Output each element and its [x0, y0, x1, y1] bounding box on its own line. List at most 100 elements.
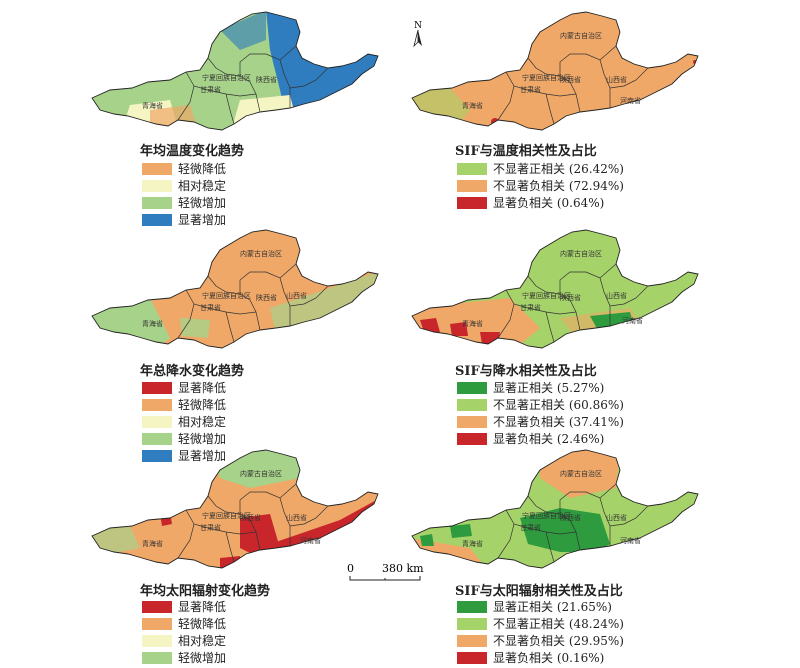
label-qinghai: 青海省 [462, 101, 483, 110]
legend-swatch [142, 398, 172, 411]
legend-item: 显著负相关 (0.16%) [457, 649, 624, 666]
legend: 显著正相关 (21.65%) 不显著正相关 (48.24%) 不显著负相关 (2… [457, 598, 624, 666]
legend-swatch [457, 398, 487, 411]
label-shanxi: 山西省 [286, 291, 307, 300]
label-shanxi: 山西省 [606, 513, 627, 522]
legend-item: 不显著负相关 (29.95%) [457, 632, 624, 649]
legend-swatch [457, 600, 487, 613]
legend: 轻微降低 相对稳定 轻微增加 显著增加 [142, 160, 226, 228]
legend-item: 轻微降低 [142, 160, 226, 177]
legend-swatch [457, 196, 487, 209]
legend-item: 显著正相关 (5.27%) [457, 379, 624, 396]
legend-item: 显著增加 [142, 211, 226, 228]
legend-item: 轻微增加 [142, 430, 226, 447]
legend-item: 轻微降低 [142, 396, 226, 413]
legend-swatch [142, 162, 172, 175]
panel-title: 年均太阳辐射变化趋势 [140, 584, 271, 599]
label-inner-mongolia: 内蒙古自治区 [240, 469, 282, 478]
legend-swatch [457, 162, 487, 175]
label-gansu: 甘肃省 [520, 85, 541, 94]
legend: 显著正相关 (5.27%) 不显著正相关 (60.86%) 不显著负相关 (37… [457, 379, 624, 447]
legend-swatch [142, 634, 172, 647]
label-ningxia: 宁夏回族自治区 [522, 511, 571, 520]
label-gansu: 甘肃省 [520, 303, 541, 312]
temperature-trend-map: 宁夏回族自治区 陕西省 甘肃省 青海省 [91, 11, 379, 131]
label-qinghai: 青海省 [142, 101, 163, 110]
svg-text:N: N [414, 21, 422, 31]
panel-title: SIF与降水相关性及占比 [455, 364, 597, 379]
label-shaanxi: 陕西省 [256, 75, 277, 84]
legend-swatch [457, 381, 487, 394]
label-inner-mongolia: 内蒙古自治区 [240, 249, 282, 258]
legend-item: 显著正相关 (21.65%) [457, 598, 624, 615]
legend-item: 显著降低 [142, 379, 226, 396]
legend-swatch [142, 600, 172, 613]
legend-item: 不显著负相关 (37.41%) [457, 413, 624, 430]
legend-swatch [142, 432, 172, 445]
scale-zero: 0 [347, 562, 354, 575]
label-henan: 河南省 [300, 536, 321, 545]
legend-swatch [142, 617, 172, 630]
label-qinghai: 青海省 [462, 539, 483, 548]
legend-swatch [457, 179, 487, 192]
legend-swatch [142, 415, 172, 428]
legend-swatch [142, 651, 172, 664]
label-inner-mongolia: 内蒙古自治区 [560, 31, 602, 40]
sif-precipitation-map: 内蒙古自治区 宁夏回族自治区 陕西省 山西省 甘肃省 青海省 河南省 [411, 229, 699, 349]
radiation-trend-map: 内蒙古自治区 宁夏回族自治区 陕西省 山西省 甘肃省 青海省 河南省 [91, 449, 379, 569]
scale-distance: 380 km [382, 562, 424, 575]
label-ningxia: 宁夏回族自治区 [522, 73, 571, 82]
label-qinghai: 青海省 [142, 539, 163, 548]
label-inner-mongolia: 内蒙古自治区 [560, 469, 602, 478]
legend-swatch [142, 449, 172, 462]
label-shaanxi: 陕西省 [256, 293, 277, 302]
label-gansu: 甘肃省 [200, 303, 221, 312]
legend-item: 显著负相关 (2.46%) [457, 430, 624, 447]
legend-item: 显著增加 [142, 447, 226, 464]
label-gansu: 甘肃省 [200, 85, 221, 94]
legend-item: 不显著正相关 (26.42%) [457, 160, 624, 177]
legend-item: 轻微增加 [142, 194, 226, 211]
legend: 不显著正相关 (26.42%) 不显著负相关 (72.94%) 显著负相关 (0… [457, 160, 624, 211]
label-henan: 河南省 [620, 536, 641, 545]
label-shaanxi: 陕西省 [560, 513, 581, 522]
legend-item: 轻微增加 [142, 649, 226, 666]
label-gansu: 甘肃省 [200, 523, 221, 532]
legend-swatch [142, 381, 172, 394]
label-ningxia: 宁夏回族自治区 [202, 73, 251, 82]
scale-bar: 0 380 km [344, 562, 434, 586]
label-ningxia: 宁夏回族自治区 [522, 291, 571, 300]
legend-item: 不显著正相关 (60.86%) [457, 396, 624, 413]
legend-item: 不显著正相关 (48.24%) [457, 615, 624, 632]
label-henan: 河南省 [622, 316, 643, 325]
legend-swatch [457, 634, 487, 647]
legend-item: 显著降低 [142, 598, 226, 615]
legend: 显著降低 轻微降低 相对稳定 轻微增加 显著增加 [142, 379, 226, 464]
label-gansu: 甘肃省 [520, 523, 541, 532]
precipitation-trend-map: 内蒙古自治区 宁夏回族自治区 陕西省 山西省 甘肃省 青海省 [91, 229, 379, 349]
legend-item: 相对稳定 [142, 177, 226, 194]
label-shanxi: 山西省 [606, 75, 627, 84]
label-inner-mongolia: 内蒙古自治区 [560, 249, 602, 258]
label-qinghai: 青海省 [462, 319, 483, 328]
legend-swatch [457, 415, 487, 428]
panel-title: 年总降水变化趋势 [140, 364, 245, 379]
legend: 显著降低 轻微降低 相对稳定 轻微增加 [142, 598, 226, 666]
label-shanxi: 山西省 [606, 291, 627, 300]
legend-item: 轻微降低 [142, 615, 226, 632]
legend-swatch [142, 196, 172, 209]
sif-radiation-map: 内蒙古自治区 宁夏回族自治区 陕西省 山西省 甘肃省 青海省 河南省 [411, 449, 699, 569]
legend-item: 相对稳定 [142, 632, 226, 649]
label-ningxia: 宁夏回族自治区 [202, 511, 251, 520]
label-shanxi: 山西省 [286, 513, 307, 522]
sif-temperature-map: 内蒙古自治区 宁夏回族自治区 陕西省 山西省 甘肃省 青海省 河南省 [411, 11, 699, 131]
label-shaanxi: 陕西省 [560, 75, 581, 84]
label-shaanxi: 陕西省 [560, 293, 581, 302]
legend-item: 相对稳定 [142, 413, 226, 430]
legend-item: 不显著负相关 (72.94%) [457, 177, 624, 194]
panel-title: 年均温度变化趋势 [140, 144, 245, 159]
legend-swatch [457, 432, 487, 445]
label-henan: 河南省 [620, 96, 641, 105]
label-ningxia: 宁夏回族自治区 [202, 291, 251, 300]
legend-swatch [142, 179, 172, 192]
